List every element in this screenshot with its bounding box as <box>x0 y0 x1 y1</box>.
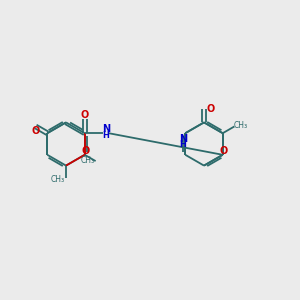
Text: O: O <box>220 146 228 156</box>
Text: CH₃: CH₃ <box>80 156 94 165</box>
Text: CH₃: CH₃ <box>50 175 65 184</box>
Text: H: H <box>102 131 109 140</box>
Text: O: O <box>32 126 40 136</box>
Text: N: N <box>179 134 187 144</box>
Text: O: O <box>81 110 89 120</box>
Text: CH₃: CH₃ <box>234 121 248 130</box>
Text: N: N <box>102 124 110 134</box>
Text: O: O <box>81 146 89 156</box>
Text: H: H <box>179 140 186 149</box>
Text: O: O <box>206 104 215 114</box>
